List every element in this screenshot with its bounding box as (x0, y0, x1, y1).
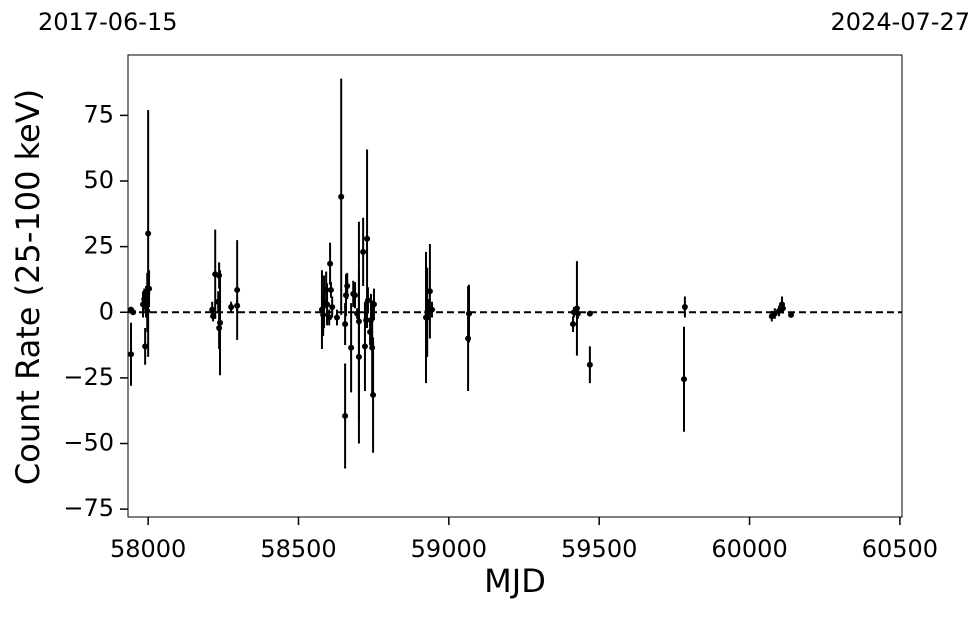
data-point (788, 311, 795, 318)
data-point (128, 351, 135, 358)
y-tick-label: 25 (83, 232, 114, 260)
data-point (586, 361, 593, 368)
data-point (680, 376, 687, 383)
y-tick-label: −75 (63, 494, 114, 522)
data-point (338, 193, 345, 200)
data-point (429, 306, 436, 313)
data-point (355, 318, 362, 325)
x-axis-label: MJD (484, 562, 546, 600)
data-point (681, 304, 688, 310)
top-right-label: 2024-07-27 (831, 8, 970, 36)
data-point (342, 321, 349, 328)
data-point (370, 301, 377, 308)
data-point (144, 307, 151, 314)
data-point (326, 314, 333, 321)
data-point (130, 309, 137, 316)
data-point (348, 344, 355, 351)
data-point (145, 230, 152, 237)
data-point (426, 288, 433, 295)
x-tick-label: 58500 (260, 535, 336, 563)
plot-frame (127, 54, 903, 518)
data-point (779, 305, 786, 312)
data-point (574, 310, 581, 317)
data-point (361, 343, 368, 350)
data-point (570, 321, 577, 328)
data-point (364, 297, 371, 304)
x-tick-label: 60500 (862, 535, 938, 563)
y-tick-label: 50 (83, 166, 114, 194)
data-point (324, 301, 331, 308)
y-tick-label: 75 (83, 100, 114, 128)
x-tick-label: 59500 (561, 535, 637, 563)
data-point (228, 304, 235, 310)
data-point (364, 235, 371, 242)
x-tick-label: 59000 (411, 535, 487, 563)
data-point (360, 248, 367, 255)
y-axis-label: Count Rate (25-100 keV) (9, 89, 47, 485)
top-left-label: 2017-06-15 (38, 8, 177, 36)
data-point (342, 412, 349, 419)
y-tick-label: −50 (63, 429, 114, 457)
data-point (343, 292, 350, 299)
data-point (329, 304, 336, 310)
data-point (327, 286, 334, 293)
data-point (370, 391, 377, 398)
data-point (234, 286, 241, 293)
y-tick-label: −25 (63, 363, 114, 391)
x-tick-label: 60000 (711, 535, 787, 563)
data-point (142, 343, 149, 350)
x-tick-label: 58000 (110, 535, 186, 563)
data-point (333, 314, 340, 321)
data-point (586, 310, 593, 317)
data-point (327, 260, 334, 267)
data-point (234, 302, 241, 309)
data-point (352, 292, 359, 299)
data-point (465, 310, 472, 317)
data-point (217, 319, 224, 326)
y-tick-label: 0 (99, 297, 114, 325)
